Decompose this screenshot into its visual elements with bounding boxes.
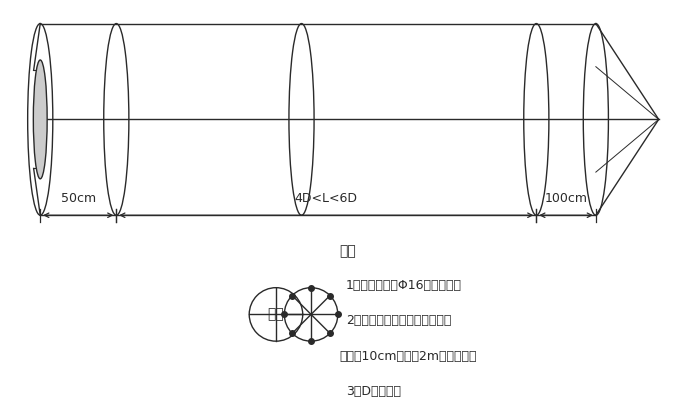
Ellipse shape [33,60,47,179]
Text: 箍筋: 箍筋 [267,307,285,322]
Text: 50cm: 50cm [61,191,96,205]
Text: 注：: 注： [340,244,356,258]
Text: 4D<L<6D: 4D<L<6D [295,191,358,205]
Text: 2、检孔器外径比桩基钢筋笼的: 2、检孔器外径比桩基钢筋笼的 [346,314,451,328]
Text: 100cm: 100cm [544,191,588,205]
Text: 1、检孔器均为Φ16的螺纹钢。: 1、检孔器均为Φ16的螺纹钢。 [346,279,462,292]
Text: 直径大10cm。箍筋2m设置一道。: 直径大10cm。箍筋2m设置一道。 [340,349,477,363]
Text: 3、D为桩径。: 3、D为桩径。 [346,384,401,398]
